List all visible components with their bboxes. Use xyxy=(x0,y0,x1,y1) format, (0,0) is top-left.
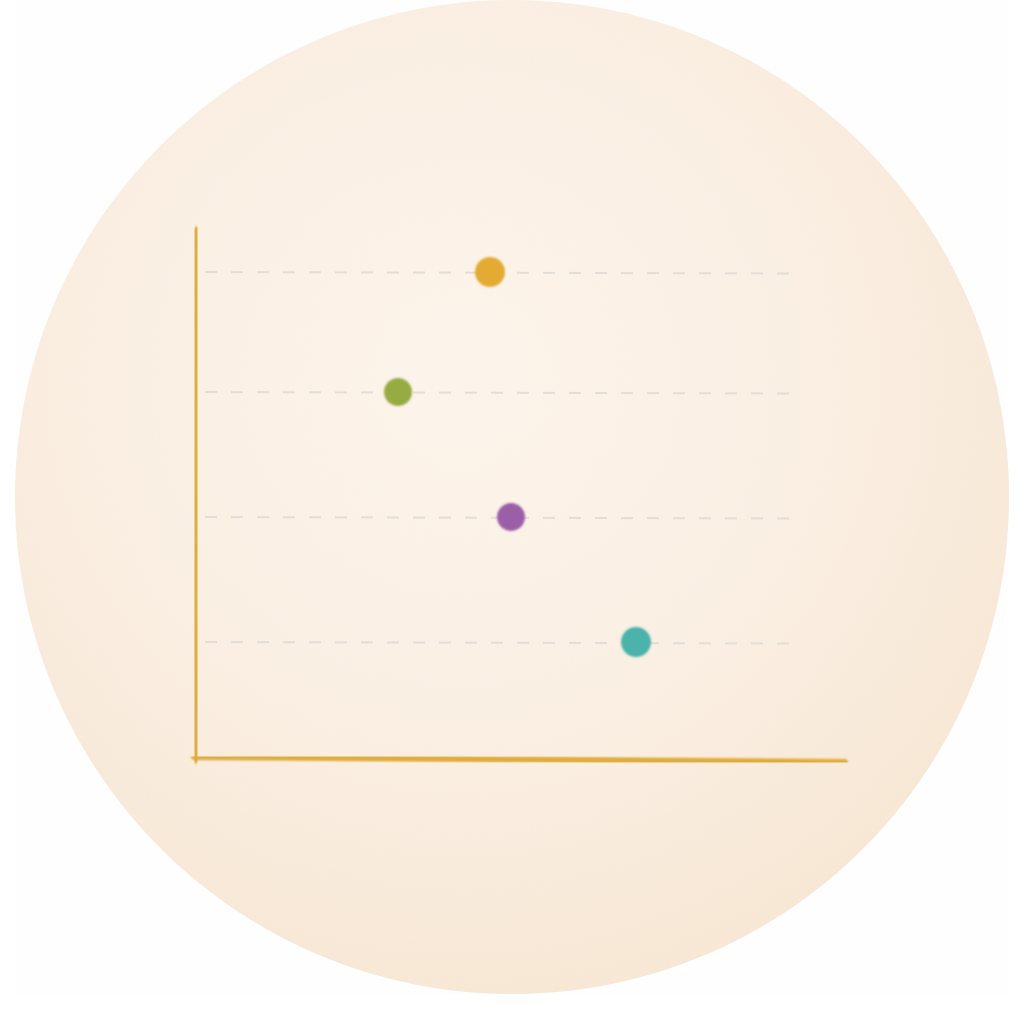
paper-grain-overlay xyxy=(15,0,1009,994)
axes-group xyxy=(191,226,848,765)
error-bar-row-0[interactable] xyxy=(268,257,614,287)
error-bar-row-3[interactable] xyxy=(508,627,787,657)
gridline-row-3 xyxy=(204,641,791,645)
error-bar-row-2[interactable] xyxy=(388,503,669,531)
error-bar-row-1[interactable] xyxy=(268,378,529,406)
point-estimate-marker-3[interactable] xyxy=(621,627,651,657)
point-estimate-marker-0[interactable] xyxy=(475,257,505,287)
y-axis-line xyxy=(191,226,201,764)
point-estimate-marker-1[interactable] xyxy=(384,378,412,406)
backdrop-circle-group xyxy=(15,0,1009,994)
x-axis-line xyxy=(191,754,848,765)
data-series-group xyxy=(268,257,787,657)
point-estimate-marker-2[interactable] xyxy=(497,503,525,531)
